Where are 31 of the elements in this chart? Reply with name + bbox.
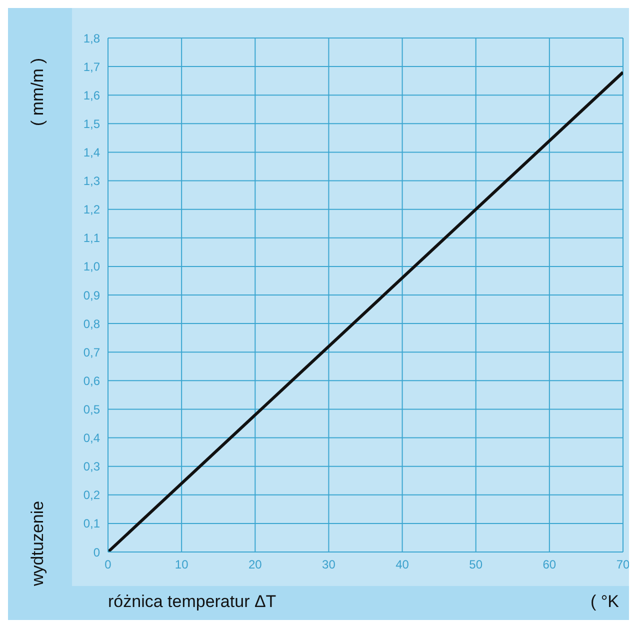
- y-tick-label: 0,9: [83, 288, 100, 302]
- y-tick-label: 1,7: [83, 60, 100, 74]
- x-tick-label: 0: [104, 558, 112, 572]
- text: ( °K: [590, 592, 619, 612]
- y-tick-label: 1,3: [83, 174, 100, 188]
- y-tick-label: 0: [93, 545, 100, 560]
- x-tick-label: 20: [248, 558, 262, 572]
- y-tick-label: 1,8: [83, 31, 100, 46]
- text: ( mm/m ): [28, 58, 48, 126]
- y-tick-label: 1,1: [83, 231, 100, 246]
- y-tick-label: 0,5: [83, 402, 100, 416]
- y-tick-label: 0,3: [83, 460, 100, 474]
- x-tick-label: 40: [396, 558, 410, 572]
- x-axis-title: różnica temperatur ΔT: [108, 592, 276, 612]
- y-tick-label: 1,6: [83, 88, 100, 102]
- x-tick-label: 60: [542, 558, 556, 572]
- x-tick-label: 10: [174, 558, 189, 572]
- y-tick-label: 0,2: [83, 488, 100, 502]
- y-axis-title: wydtuzenie: [28, 500, 48, 586]
- y-tick-label: 1,5: [83, 116, 100, 131]
- x-tick-label: 30: [322, 558, 336, 572]
- y-tick-label: 1,4: [83, 145, 100, 160]
- y-tick-label: 0,4: [83, 431, 100, 446]
- x-tick-label: 70: [616, 558, 630, 572]
- x-tick-label: 50: [469, 558, 483, 572]
- y-tick-label: 0,6: [83, 374, 100, 388]
- y-tick-label: 1,0: [83, 260, 100, 274]
- y-tick-label: 0,1: [83, 516, 100, 531]
- y-tick-label: 0,8: [83, 316, 100, 331]
- y-tick-label: 1,2: [83, 202, 100, 217]
- y-tick-label: 0,7: [83, 345, 100, 360]
